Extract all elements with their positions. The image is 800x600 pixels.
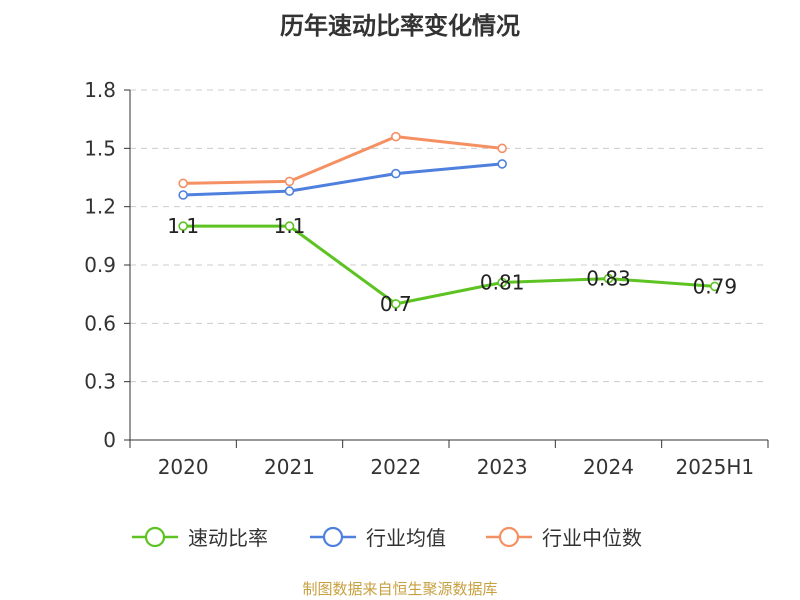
- x-tick-label: 2022: [370, 455, 421, 479]
- data-label: 0.81: [480, 271, 525, 295]
- data-point: [497, 159, 507, 169]
- data-point: [391, 168, 401, 179]
- y-tick-label: 1.5: [84, 136, 116, 160]
- data-label: 0.83: [586, 267, 631, 291]
- legend-label: 行业均值: [366, 526, 446, 550]
- y-tick-label: 0.3: [84, 370, 116, 394]
- series-line-2: [183, 135, 503, 185]
- x-tick-label: 2020: [158, 455, 209, 479]
- data-point: [497, 143, 507, 154]
- x-tick-label: 2024: [583, 455, 634, 479]
- x-tick-label: 2021: [264, 455, 315, 479]
- chart-title: 历年速动比率变化情况: [280, 12, 520, 40]
- data-label: 0.7: [380, 292, 412, 316]
- data-point: [178, 178, 188, 189]
- data-label: 0.79: [693, 274, 738, 298]
- source-note: 制图数据来自恒生聚源数据库: [302, 580, 498, 598]
- y-tick-label: 1.8: [84, 78, 116, 102]
- data-label: 1.1: [167, 214, 199, 238]
- data-point: [284, 176, 295, 187]
- data-point: [497, 277, 507, 288]
- data-point: [391, 131, 401, 142]
- y-tick-label: 0.6: [84, 311, 116, 335]
- x-tick-label: 2025H1: [675, 455, 754, 479]
- legend-marker: [144, 526, 166, 548]
- data-point: [603, 273, 614, 284]
- y-tick-label: 1.2: [84, 195, 116, 219]
- data-point: [178, 221, 188, 231]
- data-point: [178, 190, 188, 200]
- legend-label: 行业中位数: [542, 526, 642, 550]
- series-line-0: [183, 224, 715, 306]
- x-tick-label: 2023: [477, 455, 528, 479]
- legend-marker: [322, 526, 344, 548]
- y-tick-label: 0.9: [84, 253, 116, 277]
- y-tick-label: 0: [103, 428, 116, 452]
- series-line-1: [183, 162, 503, 197]
- data-point: [710, 281, 720, 292]
- legend-marker: [498, 526, 520, 548]
- data-point: [391, 299, 401, 309]
- data-label: 1.1: [274, 214, 306, 238]
- data-point: [284, 221, 295, 231]
- legend-label: 速动比率: [188, 526, 268, 550]
- data-point: [284, 186, 295, 196]
